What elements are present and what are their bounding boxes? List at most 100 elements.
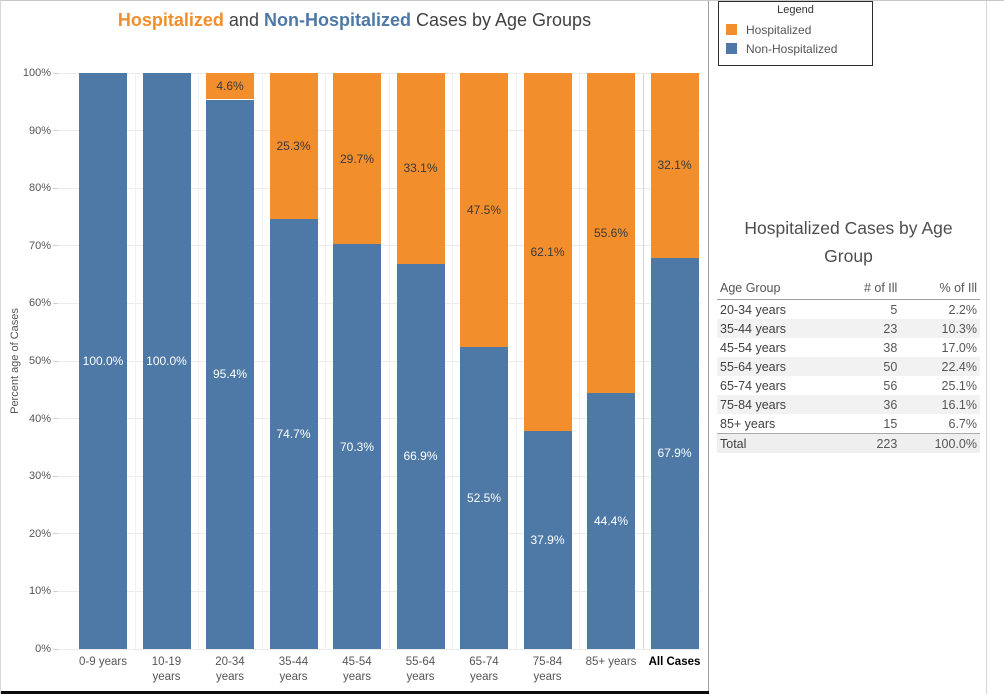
y-tick-label: 60%: [28, 297, 51, 310]
table-cell: 38: [883, 340, 898, 355]
header-cell-pct-ill: % of Ill: [900, 278, 980, 300]
legend-item-label: Non-Hospitalized: [746, 41, 838, 56]
side-table-title-line1: Hospitalized Cases by Age: [744, 218, 953, 238]
table-cell: 85+ years: [720, 416, 776, 431]
y-axis-tick: [53, 360, 58, 362]
table-cell: 55-64 years: [720, 359, 787, 374]
bar-label-non-hospitalized: 52.5%: [466, 490, 502, 505]
bar-label-non-hospitalized: 74.7%: [276, 426, 311, 441]
x-tick-label: 75-84 years: [532, 656, 563, 683]
column-gridline: [325, 73, 327, 649]
window-border-bottom: [1, 691, 709, 694]
y-tick-label: 30%: [28, 470, 51, 483]
table-cell: 6.7%: [948, 416, 978, 431]
y-axis-tick: [53, 418, 58, 420]
bar-segment-hospitalized[interactable]: [523, 73, 572, 431]
table-row[interactable]: 45-54 years 38 17.0%: [717, 338, 980, 357]
bar-segment-hospitalized[interactable]: [587, 73, 635, 394]
y-tick-label: 0%: [35, 643, 51, 655]
legend-item-hospitalized[interactable]: Hospitalized: [719, 20, 872, 39]
bar-group: 4.6% 95.4%: [206, 73, 254, 649]
table-row[interactable]: 85+ years 15 6.7%: [717, 414, 980, 434]
table-cell: 2.2%: [948, 302, 978, 317]
table-cell: 25.1%: [941, 378, 977, 393]
bar-label-non-hospitalized: 66.9%: [403, 449, 438, 464]
right-edge-border: [986, 1, 987, 694]
table-cell: 45-54 years: [720, 340, 787, 355]
table-cell: 23: [883, 321, 898, 336]
bar-label-non-hospitalized: 44.4%: [593, 514, 629, 529]
pane-divider: [642, 73, 644, 649]
table-cell: 35-44 years: [720, 321, 787, 336]
column-gridline: [515, 73, 517, 649]
bar-segment-non-hospitalized[interactable]: [650, 257, 699, 649]
x-tick-label: 0-9 years: [79, 656, 127, 668]
side-table-title-line2: Group: [824, 246, 873, 266]
table-cell: 36: [883, 397, 898, 412]
bar-segment-non-hospitalized[interactable]: [587, 393, 635, 649]
bar-segment-hospitalized[interactable]: [396, 73, 445, 264]
column-gridline: [579, 73, 581, 649]
column-gridline: [388, 73, 390, 649]
table-cell: 16.1%: [941, 397, 977, 412]
table-cell: 17.0%: [941, 340, 977, 355]
bar-group: 33.1% 66.9%: [396, 73, 445, 649]
bar-segment-non-hospitalized[interactable]: [333, 244, 381, 649]
bar-label-non-hospitalized: 37.9%: [530, 532, 565, 547]
y-tick-label: 90%: [28, 124, 51, 137]
bar-segment-non-hospitalized[interactable]: [206, 99, 254, 649]
table-cell: Total: [720, 436, 747, 451]
y-axis-tick: [53, 72, 58, 74]
table-row[interactable]: 20-34 years 5 2.2%: [717, 300, 980, 320]
bar-segment-hospitalized[interactable]: [269, 73, 318, 219]
x-axis: 0-9 years 10-19 years 20-34 years 35-44 years 4…: [58, 655, 701, 689]
title-part-3: Cases by Age Groups: [410, 10, 592, 30]
bar-segment-hospitalized[interactable]: [333, 73, 381, 245]
y-axis-tick: [53, 245, 58, 247]
bar-segment-non-hospitalized[interactable]: [460, 346, 508, 649]
side-table: Age Group # of Ill % of Ill 20-34 years 5…: [717, 278, 980, 453]
y-tick-label: 40%: [28, 412, 51, 425]
bar-segment-non-hospitalized[interactable]: [142, 73, 191, 649]
table-cell: 223: [876, 436, 898, 451]
table-cell: 100.0%: [934, 436, 977, 451]
bar-label-non-hospitalized: 100.0%: [82, 354, 124, 368]
bar-segment-non-hospitalized[interactable]: [396, 263, 445, 649]
bar-segment-hospitalized[interactable]: [206, 73, 254, 100]
table-header-row: Age Group # of Ill % of Ill: [717, 278, 980, 300]
bar-label-non-hospitalized: 67.9%: [657, 446, 692, 461]
header-cell-age-group: Age Group: [717, 278, 836, 300]
bar-group: 100.0%: [79, 73, 127, 649]
x-tick-label: 10-19 years: [151, 656, 182, 683]
y-axis-tick: [53, 648, 58, 650]
y-axis: 0% 10% 20% 30% 40% 50% 60% 70% 80% 90% 100%: [1, 67, 54, 655]
total-row[interactable]: Total 223 100.0%: [717, 433, 980, 453]
legend-title: Legend: [777, 4, 814, 16]
bar-segment-non-hospitalized[interactable]: [523, 430, 572, 649]
bar-label-hospitalized: 55.6%: [593, 226, 629, 241]
bar-label-hospitalized: 32.1%: [657, 158, 692, 173]
table-cell: 50: [883, 359, 898, 374]
table-row[interactable]: 65-74 years 56 25.1%: [717, 376, 980, 395]
bar-group: 29.7% 70.3%: [333, 73, 381, 649]
table-cell: 75-84 years: [720, 397, 787, 412]
chart-title: Hospitalized and Non-Hospitalized Cases …: [1, 10, 708, 31]
bar-label-non-hospitalized: 100.0%: [146, 354, 187, 368]
gridline: [58, 648, 701, 650]
table-cell: 22.4%: [941, 359, 977, 374]
y-axis-tick: [53, 475, 58, 477]
table-row[interactable]: 75-84 years 36 16.1%: [717, 395, 980, 414]
bar-segment-hospitalized[interactable]: [460, 73, 508, 347]
table-cell: 15: [883, 416, 898, 431]
bar-segment-non-hospitalized[interactable]: [79, 73, 127, 649]
legend-item-non-hospitalized[interactable]: Non-Hospitalized: [719, 39, 872, 58]
bar-segment-non-hospitalized[interactable]: [269, 218, 318, 649]
table-row[interactable]: 55-64 years 50 22.4%: [717, 357, 980, 376]
bar-segment-hospitalized[interactable]: [650, 73, 699, 258]
table-cell: 10.3%: [941, 321, 977, 336]
y-axis-tick: [53, 533, 58, 535]
column-gridline: [134, 73, 136, 649]
table-row[interactable]: 35-44 years 23 10.3%: [717, 319, 980, 338]
title-part-0: Hospitalized: [117, 10, 224, 30]
bar-label-hospitalized: 62.1%: [530, 244, 565, 259]
